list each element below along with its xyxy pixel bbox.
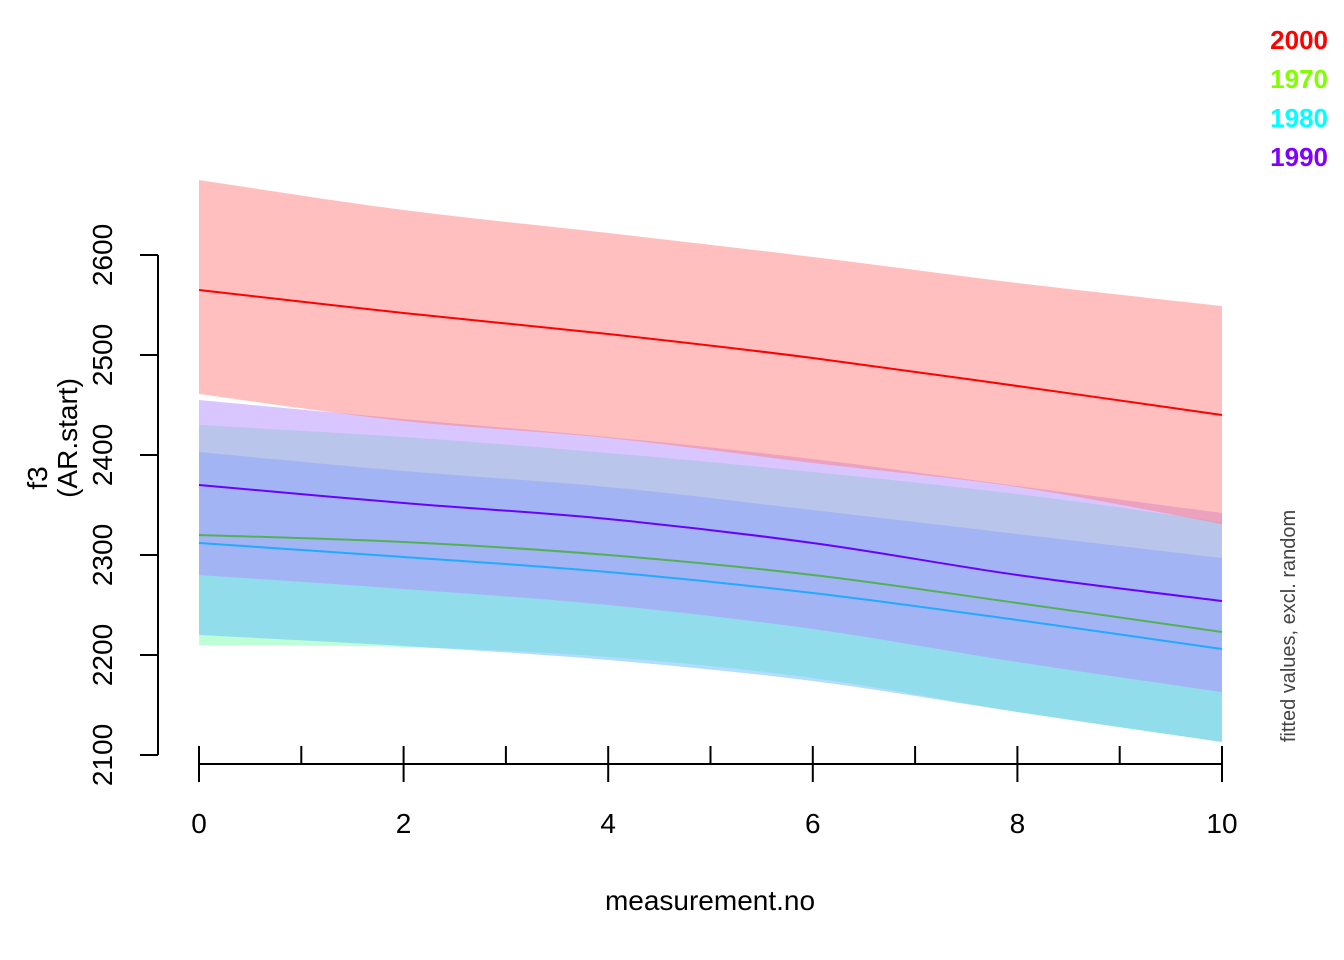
y-axis-title-line2: (AR.start) xyxy=(52,378,83,498)
fit-line-2000 xyxy=(198,289,1223,416)
legend-label-2000: 2000 xyxy=(1270,25,1328,55)
x-tick-label: 2 xyxy=(396,808,412,839)
y-tick-label: 2400 xyxy=(87,424,118,486)
fit-line-1970 xyxy=(198,534,1223,633)
legend-label-1990: 1990 xyxy=(1270,142,1328,172)
y-axis: 2100 2200 2300 2400 2500 2600 xyxy=(87,224,159,786)
x-tick-label: 4 xyxy=(600,808,616,839)
confidence-bands xyxy=(199,180,1222,742)
x-axis: 0 2 4 6 8 10 xyxy=(191,746,1238,839)
x-tick-label: 10 xyxy=(1206,808,1237,839)
x-tick-label: 0 xyxy=(191,808,207,839)
x-tick-label: 8 xyxy=(1010,808,1026,839)
x-tick-label: 6 xyxy=(805,808,821,839)
fit-line-1980 xyxy=(198,542,1223,650)
y-tick-label: 2200 xyxy=(87,624,118,686)
y-axis-title-line1: f3 xyxy=(22,466,53,489)
fit-lines xyxy=(198,289,1223,650)
y-tick-label: 2300 xyxy=(87,524,118,586)
band-1990 xyxy=(199,400,1222,692)
y-tick-label: 2500 xyxy=(87,324,118,386)
y-tick-label: 2600 xyxy=(87,224,118,286)
x-axis-title: measurement.no xyxy=(605,885,815,916)
y-tick-label: 2100 xyxy=(87,724,118,786)
legend-label-1970: 1970 xyxy=(1270,64,1328,94)
fit-line-1990 xyxy=(198,484,1223,602)
band-2000 xyxy=(199,180,1222,524)
legend: 2000 1970 1980 1990 xyxy=(1270,25,1328,172)
side-note: fitted values, excl. random xyxy=(1278,510,1300,742)
legend-label-1980: 1980 xyxy=(1270,103,1328,133)
